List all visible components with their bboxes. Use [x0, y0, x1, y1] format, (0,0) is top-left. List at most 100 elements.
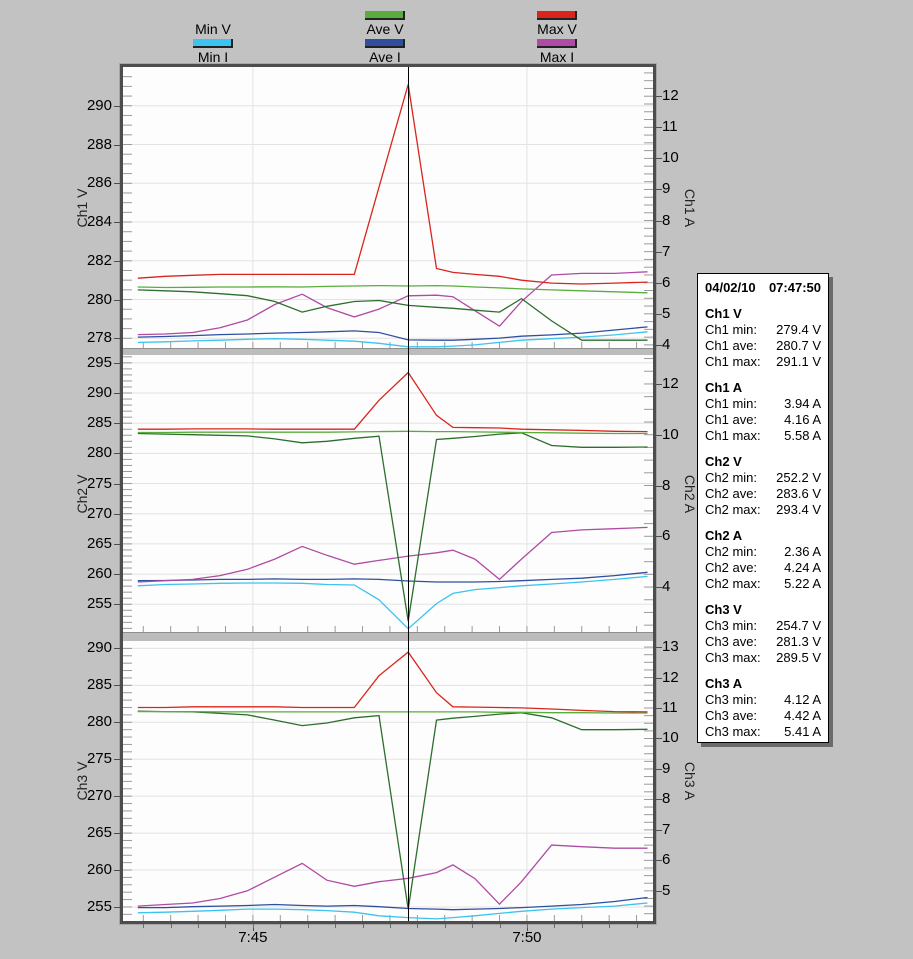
stat-label: Ch1 max: [705, 354, 761, 369]
cursor-time: 07:47:50 [768, 280, 821, 295]
stat-label: Ch3 max: [705, 650, 761, 665]
y-axis-tick-mark [114, 906, 120, 908]
y-axis-tick-mark [656, 860, 662, 862]
legend-swatch-slot [512, 36, 602, 50]
axis-title-ch1-v: Ch1 V [74, 188, 90, 227]
y-axis-tick-mark [114, 513, 120, 515]
stat-label: Ch1 max: [705, 428, 761, 443]
y-axis-tick-mark [114, 105, 120, 107]
stats-groups: Ch1 V Ch1 min: 279.4 V Ch1 ave: 280.7 V Ch1 m… [705, 306, 821, 740]
stats-group-title: Ch3 A [705, 676, 743, 691]
stat-row: Ch2 min: 2.36 A [705, 544, 821, 560]
y-axis-tick-label: 265 [86, 824, 112, 842]
series-max_v-ch2 [137, 371, 648, 433]
legend-swatch-slot [168, 8, 258, 22]
stat-row: Ch2 max: 293.4 V [705, 502, 821, 518]
stat-value: 254.7 V [776, 618, 821, 633]
chart-separator [123, 348, 653, 355]
stat-label: Ch2 max: [705, 576, 761, 591]
y-axis-tick-mark [114, 362, 120, 364]
cursor-readout-header: 04/02/10 07:47:50 [705, 280, 821, 296]
legend-column: Min V Min I [168, 8, 258, 64]
y-axis-tick-mark [114, 483, 120, 485]
stat-value: 5.22 A [784, 576, 821, 591]
y-axis-tick-mark [656, 220, 662, 222]
series-max_v-ch3 [137, 651, 648, 713]
stats-group-title: Ch1 V [705, 306, 742, 321]
series-ave_i-ch2 [137, 571, 648, 583]
series-min_v-ch2 [137, 432, 648, 622]
y-axis-tick-label: 282 [86, 251, 112, 269]
x-axis-minor-tick [143, 924, 145, 928]
y-axis-tick-mark [656, 434, 662, 436]
series-min_v-ch1 [137, 289, 648, 341]
series-ave_i-ch3 [137, 896, 648, 911]
x-axis-minor-tick [198, 924, 200, 928]
cursor-line[interactable] [408, 67, 410, 921]
stat-label: Ch1 ave: [705, 412, 758, 427]
x-axis-minor-tick [472, 924, 474, 928]
x-axis-minor-tick [170, 924, 172, 928]
y-axis-tick-label: 255 [86, 897, 112, 915]
stat-label: Ch2 min: [705, 544, 758, 559]
series-min_v-ch3 [137, 710, 648, 910]
stats-group: Ch2 A Ch2 min: 2.36 A Ch2 ave: 4.24 A Ch2 max… [705, 528, 821, 592]
y-axis-tick-label: 12 [662, 668, 679, 686]
stat-value: 5.41 A [784, 724, 821, 739]
y-axis-tick-label: 260 [86, 861, 112, 879]
series-max_i-ch2 [137, 526, 648, 583]
y-axis-tick-label: 5 [662, 881, 671, 899]
y-axis-tick-label: 288 [86, 135, 112, 153]
y-axis-tick-mark [656, 282, 662, 284]
legend-swatch-max-v [537, 10, 577, 20]
stat-label: Ch3 max: [705, 724, 761, 739]
axis-title-ch3-a: Ch3 A [682, 761, 698, 801]
stat-label: Ch2 ave: [705, 486, 758, 501]
stat-value: 2.36 A [784, 544, 821, 559]
x-axis-minor-tick [554, 924, 556, 928]
series-min_i-ch2 [137, 575, 648, 630]
stat-row: Ch1 max: 291.1 V [705, 354, 821, 370]
y-axis-tick-mark [656, 738, 662, 740]
stat-value: 252.2 V [776, 470, 821, 485]
stats-group-title: Ch2 V [705, 454, 742, 469]
stat-row: Ch1 max: 5.58 A [705, 428, 821, 444]
y-axis-tick-label: 8 [662, 476, 671, 494]
chart-plot-ch2[interactable] [123, 355, 653, 632]
y-axis-tick-mark [656, 799, 662, 801]
y-axis-tick-mark [114, 833, 120, 835]
stat-row: Ch2 ave: 283.6 V [705, 486, 821, 502]
cursor-date: 04/02/10 [705, 280, 756, 295]
stats-group: Ch3 A Ch3 min: 4.12 A Ch3 ave: 4.42 A Ch3 max… [705, 676, 821, 740]
y-axis-tick-mark [656, 344, 662, 346]
legend-label: Ave I [369, 49, 401, 65]
series-max_i-ch3 [137, 844, 648, 907]
y-axis-tick-mark [114, 574, 120, 576]
y-axis-tick-label: 278 [86, 329, 112, 347]
y-axis-tick-label: 4 [662, 578, 671, 596]
y-axis-tick-mark [656, 251, 662, 253]
y-axis-tick-label: 12 [662, 374, 679, 392]
y-axis-tick-mark [114, 183, 120, 185]
stat-row: Ch2 min: 252.2 V [705, 470, 821, 486]
stat-label: Ch3 min: [705, 618, 758, 633]
y-axis-tick-label: 284 [86, 213, 112, 231]
y-axis-tick-mark [656, 383, 662, 385]
stats-group-title: Ch2 A [705, 528, 743, 543]
stats-group: Ch1 A Ch1 min: 3.94 A Ch1 ave: 4.16 A Ch1 max… [705, 380, 821, 444]
stat-row: Ch3 min: 254.7 V [705, 618, 821, 634]
legend-swatch-slot [340, 8, 430, 22]
y-axis-tick-label: 265 [86, 534, 112, 552]
y-axis-tick-mark [114, 299, 120, 301]
y-axis-tick-mark [114, 222, 120, 224]
y-axis-tick-label: 270 [86, 504, 112, 522]
chart-plot-ch1[interactable] [123, 67, 653, 348]
y-axis-tick-label: 260 [86, 565, 112, 583]
chart-plot-ch3[interactable] [123, 641, 653, 921]
y-axis-tick-mark [114, 260, 120, 262]
chart-separator [123, 632, 653, 641]
x-axis-minor-tick [280, 924, 282, 928]
y-axis-tick-mark [656, 587, 662, 589]
legend-label: Ave V [366, 21, 404, 37]
y-axis-tick-label: 13 [662, 638, 679, 656]
